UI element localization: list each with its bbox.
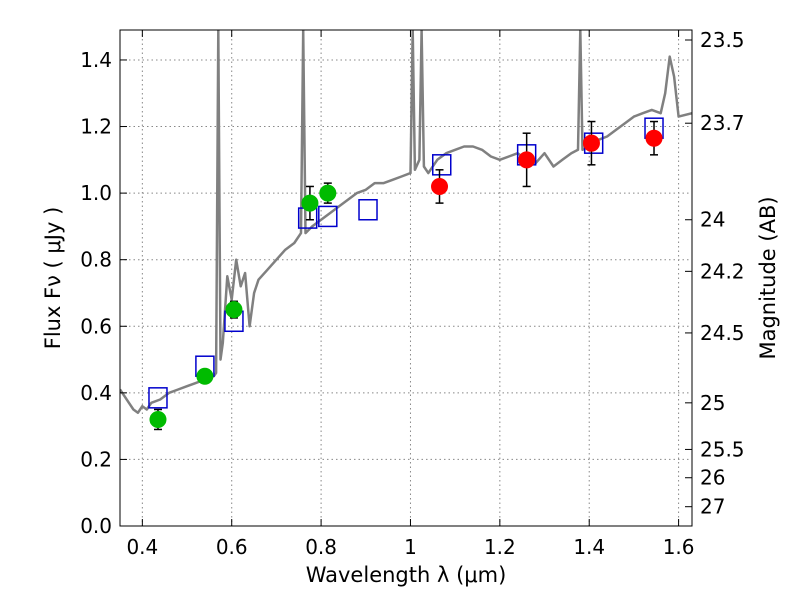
series-layer (120, 30, 692, 415)
x-tick-label: 0.6 (216, 535, 248, 559)
ticks-layer: 0.4 0.6 0.8 1 1.2 1.4 1.6 0.0 0.2 0.4 0.6 0.8 1.0 1.2… (80, 28, 744, 559)
y-tick-label: 0.4 (80, 381, 112, 405)
right-tick-label: 24.2 (700, 259, 745, 283)
x-tick-label: 1.4 (573, 535, 605, 559)
x-tick-label: 1 (404, 535, 417, 559)
plot-frame (119, 29, 693, 527)
right-tick-label: 25.5 (700, 437, 745, 461)
optical-data-point (225, 301, 243, 319)
nir-data-point (431, 177, 449, 195)
right-tick-label: 27 (700, 495, 725, 519)
grid (120, 30, 692, 527)
right-tick-label: 24.5 (700, 321, 745, 345)
optical-data-point (149, 410, 167, 428)
nir-data-point (518, 151, 536, 169)
right-tick-label: 23.7 (700, 111, 745, 135)
optical-data-point (196, 367, 214, 385)
right-tick-label: 25 (700, 391, 725, 415)
spectrum-line (120, 30, 692, 415)
y-tick-label: 0.6 (80, 314, 112, 338)
model-square-point (318, 205, 338, 228)
right-tick-label: 23.5 (700, 28, 745, 52)
x-tick-label: 1.2 (484, 535, 516, 559)
nir-data-point (582, 134, 600, 152)
x-tick-label: 1.6 (663, 535, 695, 559)
right-tick-label: 26 (700, 466, 725, 490)
x-tick-label: 0.8 (305, 535, 337, 559)
optical-data-point (319, 184, 337, 202)
right-tick-label: 24 (700, 208, 725, 232)
y-tick-label: 1.4 (80, 48, 112, 72)
y-tick-label: 0.8 (80, 248, 112, 272)
y-tick-label: 0.2 (80, 447, 112, 471)
y-axis-label: Flux Fν ( μJy ) (41, 207, 65, 350)
model-square-point (358, 199, 378, 221)
y-tick-label: 1.0 (80, 181, 112, 205)
y-tick-label: 1.2 (80, 115, 112, 139)
x-tick-label: 0.4 (126, 535, 158, 559)
model-square-point (432, 154, 452, 176)
x-axis-label: Wavelength λ (μm) (306, 563, 507, 587)
y-tick-label: 0.0 (80, 514, 112, 538)
model-square-point (148, 387, 168, 409)
points-layer (148, 117, 664, 431)
optical-data-point (301, 194, 319, 212)
y-axis-right-label: Magnitude (AB) (756, 196, 780, 359)
nir-data-point (645, 129, 663, 147)
